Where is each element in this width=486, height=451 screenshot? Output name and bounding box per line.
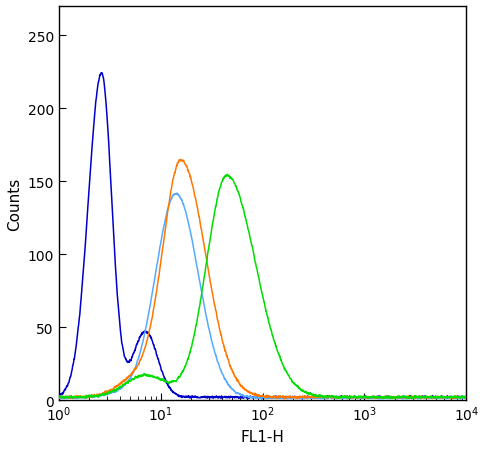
Y-axis label: Counts: Counts [7,177,22,230]
X-axis label: FL1-H: FL1-H [241,429,284,444]
